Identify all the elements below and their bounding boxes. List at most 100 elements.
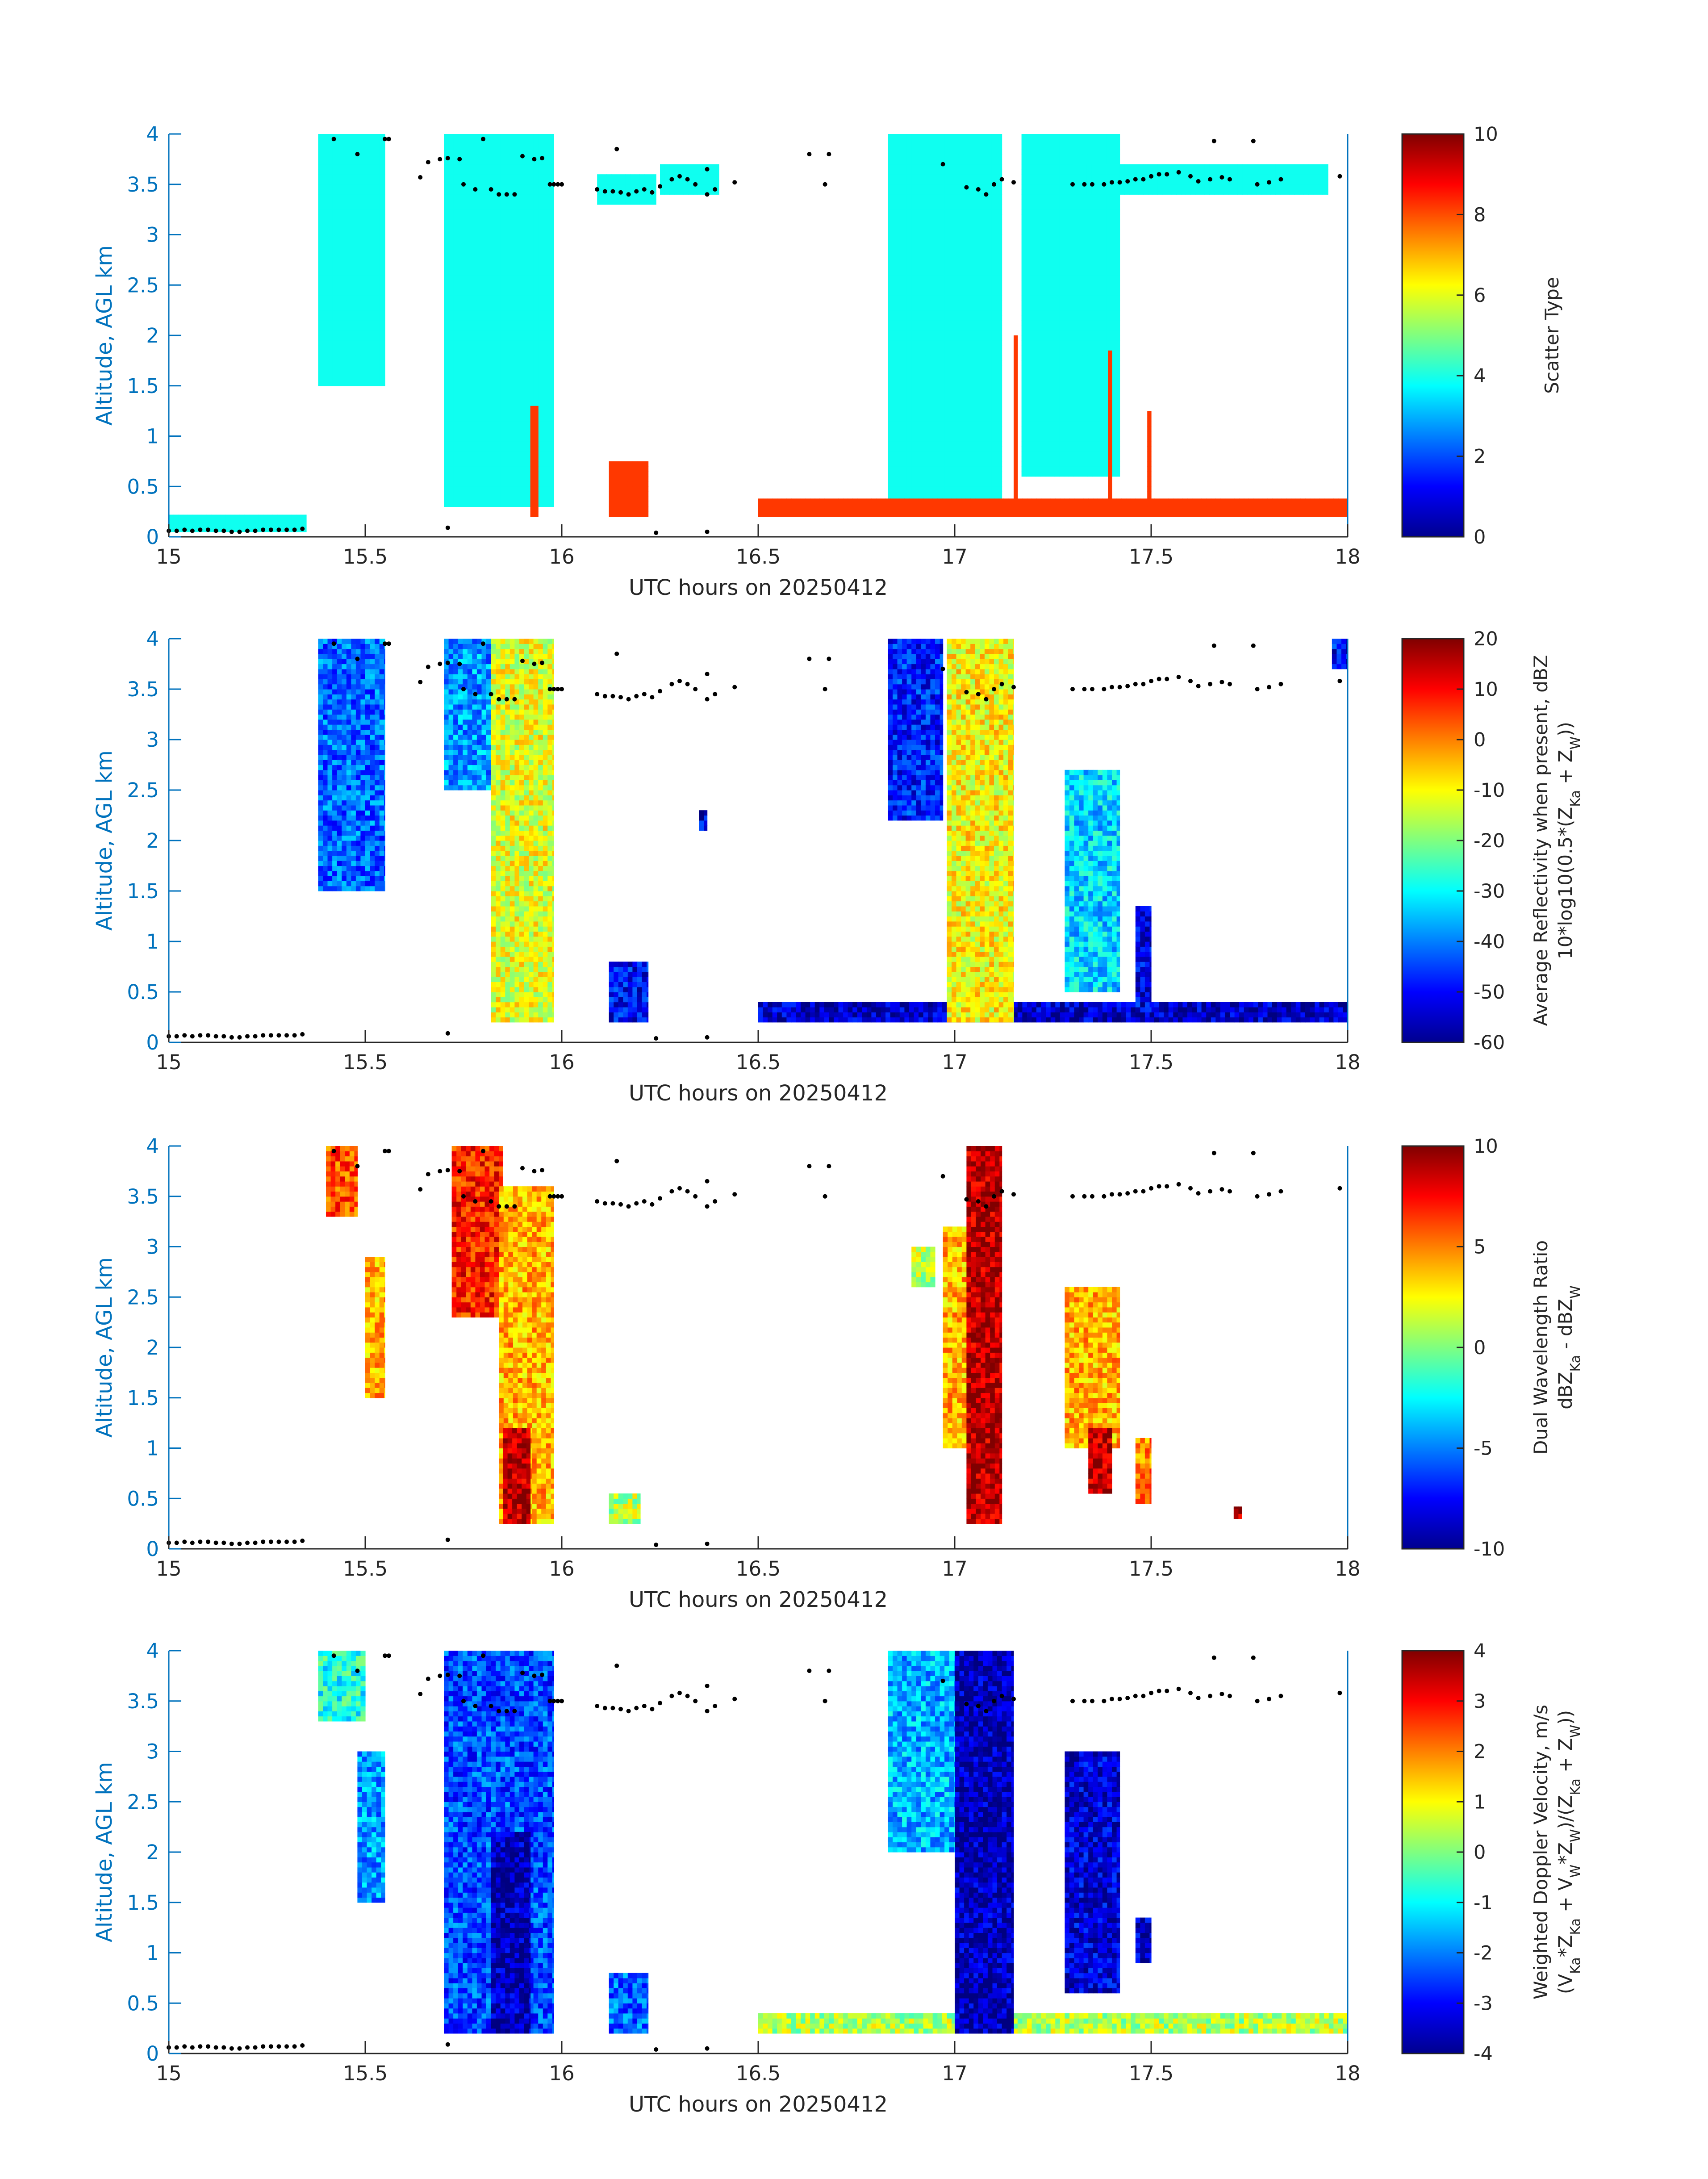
heatmap-cell [463,225,468,230]
heatmap-cell [332,260,337,265]
heatmap-cell [898,285,902,290]
heatmap-cell [356,360,361,366]
heatmap-cell [534,255,539,260]
heatmap-cell [472,330,477,336]
heatmap-cell [463,481,468,487]
heatmap-cell [944,411,949,416]
heatmap-cell [893,466,898,472]
heatmap-cell [524,360,529,366]
heatmap-cell [968,174,973,180]
heatmap-cell [449,451,454,456]
heatmap-cell [944,285,949,290]
heatmap-cell [968,481,973,487]
heatmap-cell [949,300,954,305]
heatmap-cell [477,194,482,200]
heatmap-cell [444,290,449,296]
heatmap-cell [453,456,458,462]
heatmap-cell [973,169,978,175]
heatmap-cell [987,426,992,431]
heatmap-cell [898,340,902,346]
heatmap-cell [482,335,487,341]
heatmap-cell [902,184,907,190]
heatmap-cell [996,184,1001,190]
heatmap-cell [907,290,912,296]
heatmap-cell [1036,180,1040,185]
heatmap-cell [380,230,384,235]
heatmap-cell [514,320,519,326]
heatmap-cell [519,441,524,447]
heatmap-cell [940,477,945,482]
heatmap-cell [543,466,548,472]
heatmap-cell [1022,255,1027,260]
heatmap-cell [496,184,501,190]
heatmap-cell [365,164,370,170]
heatmap-cell [347,366,351,371]
heatmap-cell [337,230,342,235]
heatmap-cell [963,436,968,442]
heatmap-cell [954,245,959,250]
heatmap-cell [505,275,510,280]
heatmap-cell [370,235,375,240]
heatmap-cell [524,371,529,376]
heatmap-cell [921,235,926,240]
heatmap-cell [491,220,496,225]
heatmap-cell [702,180,707,185]
heatmap-cell [926,381,931,386]
heatmap-cell [1036,144,1040,150]
heatmap-cell [337,280,342,285]
heatmap-cell [468,502,472,507]
heatmap-cell [1022,421,1027,427]
heatmap-cell [543,240,548,245]
heatmap-cell [477,200,482,205]
heatmap-cell [1001,355,1002,361]
heatmap-cell [477,270,482,275]
heatmap-cell [902,205,907,210]
heatmap-cell [893,330,898,336]
heatmap-cell [902,180,907,185]
heatmap-cell [639,200,644,205]
heatmap-cell [332,189,337,195]
heatmap-cell [534,240,539,245]
heatmap-cell [365,315,370,321]
heatmap-cell [491,346,496,351]
heatmap-cell [552,300,554,305]
heatmap-cell [477,285,482,290]
heatmap-cell [982,159,987,164]
heatmap-cell [444,466,449,472]
heatmap-cell [491,245,496,250]
heatmap-cell [1001,134,1002,139]
heatmap-cell [510,315,515,321]
heatmap-cell [1001,391,1002,396]
heatmap-cell [907,194,912,200]
heatmap-cell [463,144,468,150]
heatmap-cell [351,265,356,270]
heatmap-cell [514,230,519,235]
heatmap-cell [538,240,543,245]
heatmap-cell [514,290,519,296]
heatmap-cell [496,411,501,416]
heatmap-cell [486,396,491,401]
heatmap-cell [893,376,898,381]
heatmap-cell [453,381,458,386]
heatmap-cell [982,285,987,290]
heatmap-cell [992,149,997,155]
heatmap-cell [529,225,534,230]
heatmap-cell [491,205,496,210]
heatmap-cell [1036,406,1040,411]
heatmap-cell [370,275,375,280]
heatmap-cell [926,421,931,427]
heatmap-cell [926,351,931,356]
heatmap-cell [337,245,342,250]
heatmap-cell [468,456,472,462]
heatmap-cell [332,371,337,376]
heatmap-cell [977,225,982,230]
heatmap-cell [1026,441,1031,447]
heatmap-cell [968,320,973,326]
heatmap-cell [907,426,912,431]
heatmap-cell [916,270,921,275]
heatmap-cell [486,265,491,270]
heatmap-cell [458,255,463,260]
heatmap-cell [323,295,328,301]
heatmap-cell [347,139,351,144]
heatmap-cell [259,517,263,522]
